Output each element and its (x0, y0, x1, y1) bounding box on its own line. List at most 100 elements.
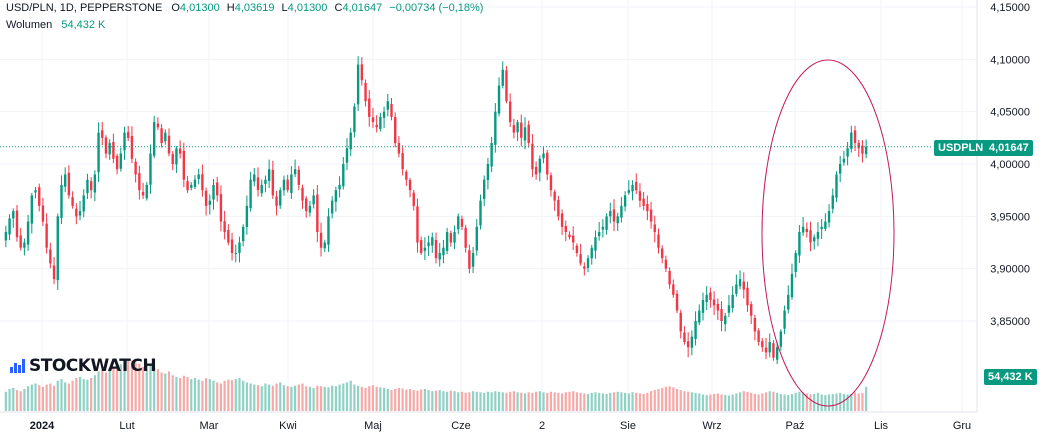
low-label: L (281, 2, 288, 14)
volume-bar (64, 382, 67, 411)
candle-body (857, 142, 860, 149)
volume-bar (67, 383, 70, 411)
candle-body (63, 174, 67, 187)
candle-body (716, 303, 720, 311)
time-tick-label: Lut (119, 420, 134, 432)
volume-bar (149, 365, 152, 411)
volume-bar (327, 387, 330, 411)
volume-bar (219, 383, 223, 411)
volume-legend: Wolumen 54,432 K (6, 19, 105, 31)
volume-bar (238, 378, 241, 411)
candle-body (838, 164, 842, 174)
candle-body (479, 200, 482, 226)
volume-bar (542, 392, 545, 411)
candle-body (672, 284, 675, 295)
candle-body (41, 205, 45, 222)
volume-bar (138, 363, 141, 411)
volume-bar (86, 379, 89, 411)
candle-body (12, 211, 15, 219)
candle-body (267, 169, 271, 181)
volume-bar (386, 389, 389, 411)
volume-bar (768, 391, 771, 411)
candle-body (549, 175, 553, 191)
vertical-gridlines (41, 0, 963, 412)
volume-bar (772, 391, 775, 411)
volume-bar (323, 386, 326, 411)
candle-body (23, 242, 26, 248)
candle-body (282, 179, 286, 191)
candle-body (586, 258, 590, 268)
volume-bar (605, 393, 608, 411)
candle-body (664, 259, 668, 269)
volume-bar (360, 386, 363, 411)
candle-body (375, 124, 378, 128)
candle-body (52, 265, 56, 280)
candle-body (60, 184, 63, 218)
volume-bar (78, 376, 82, 411)
candle-body (572, 235, 575, 243)
volume-bar (197, 379, 200, 411)
candle-body (193, 179, 197, 187)
volume-bar (364, 387, 367, 411)
candle-body (794, 252, 797, 272)
volume-bar (134, 362, 137, 411)
volume-bar (420, 389, 423, 411)
candle-body (241, 226, 245, 242)
volume-bar (312, 387, 315, 411)
volume-bar (531, 392, 534, 411)
open-label: O (171, 2, 180, 14)
high-value: 4,03619 (234, 2, 275, 14)
candle-body (123, 132, 126, 151)
candle-body (71, 197, 74, 206)
volume-bar (850, 393, 853, 411)
close-value: 4,01647 (342, 2, 383, 14)
volume-bar (798, 391, 801, 411)
candle-body (182, 150, 186, 180)
volume-bar (764, 392, 768, 411)
volume-bar (179, 378, 182, 411)
volume-bar (457, 392, 460, 411)
volume-bar (612, 392, 616, 411)
ohlc-legend: USD/PLN, 1D, PEPPERSTONE O4,01300 H4,036… (6, 2, 483, 14)
candle-body (345, 148, 349, 163)
candle-body (8, 218, 11, 235)
candle-body (156, 123, 160, 128)
candle-body (705, 294, 708, 302)
candle-body (434, 240, 438, 259)
volume-bar (375, 386, 378, 411)
candle-body (416, 206, 419, 243)
candle-body (449, 233, 453, 243)
volume-bar (564, 392, 567, 411)
candle-body (112, 141, 115, 159)
volume-bar (442, 391, 445, 411)
volume-bar (724, 395, 727, 411)
volume-bar (264, 383, 267, 411)
candle-body (397, 142, 401, 154)
candle-body (864, 146, 868, 155)
volume-bar (293, 385, 297, 411)
candle-body (427, 242, 430, 247)
candle-body (497, 85, 501, 114)
volume-bar (776, 392, 779, 411)
candle-body (575, 245, 579, 253)
volume-bar (431, 391, 434, 411)
candle-body (134, 161, 137, 175)
volume-bar (790, 393, 794, 411)
volume-bar (583, 393, 586, 411)
candle-body (145, 184, 148, 199)
candle-body (690, 336, 694, 348)
symbol-badge: USDPLN (934, 140, 988, 156)
volume-bar (679, 390, 682, 411)
candle-body (527, 124, 530, 144)
candle-body (401, 152, 404, 170)
candle-body (323, 242, 326, 249)
candle-body (520, 122, 523, 138)
candle-body (805, 228, 809, 233)
time-tick-label: Cze (451, 420, 471, 432)
volume-bars (4, 358, 868, 411)
volume-bar (334, 386, 337, 411)
candle-body (694, 321, 697, 339)
candle-body (382, 111, 386, 118)
volume-bar (727, 395, 731, 411)
